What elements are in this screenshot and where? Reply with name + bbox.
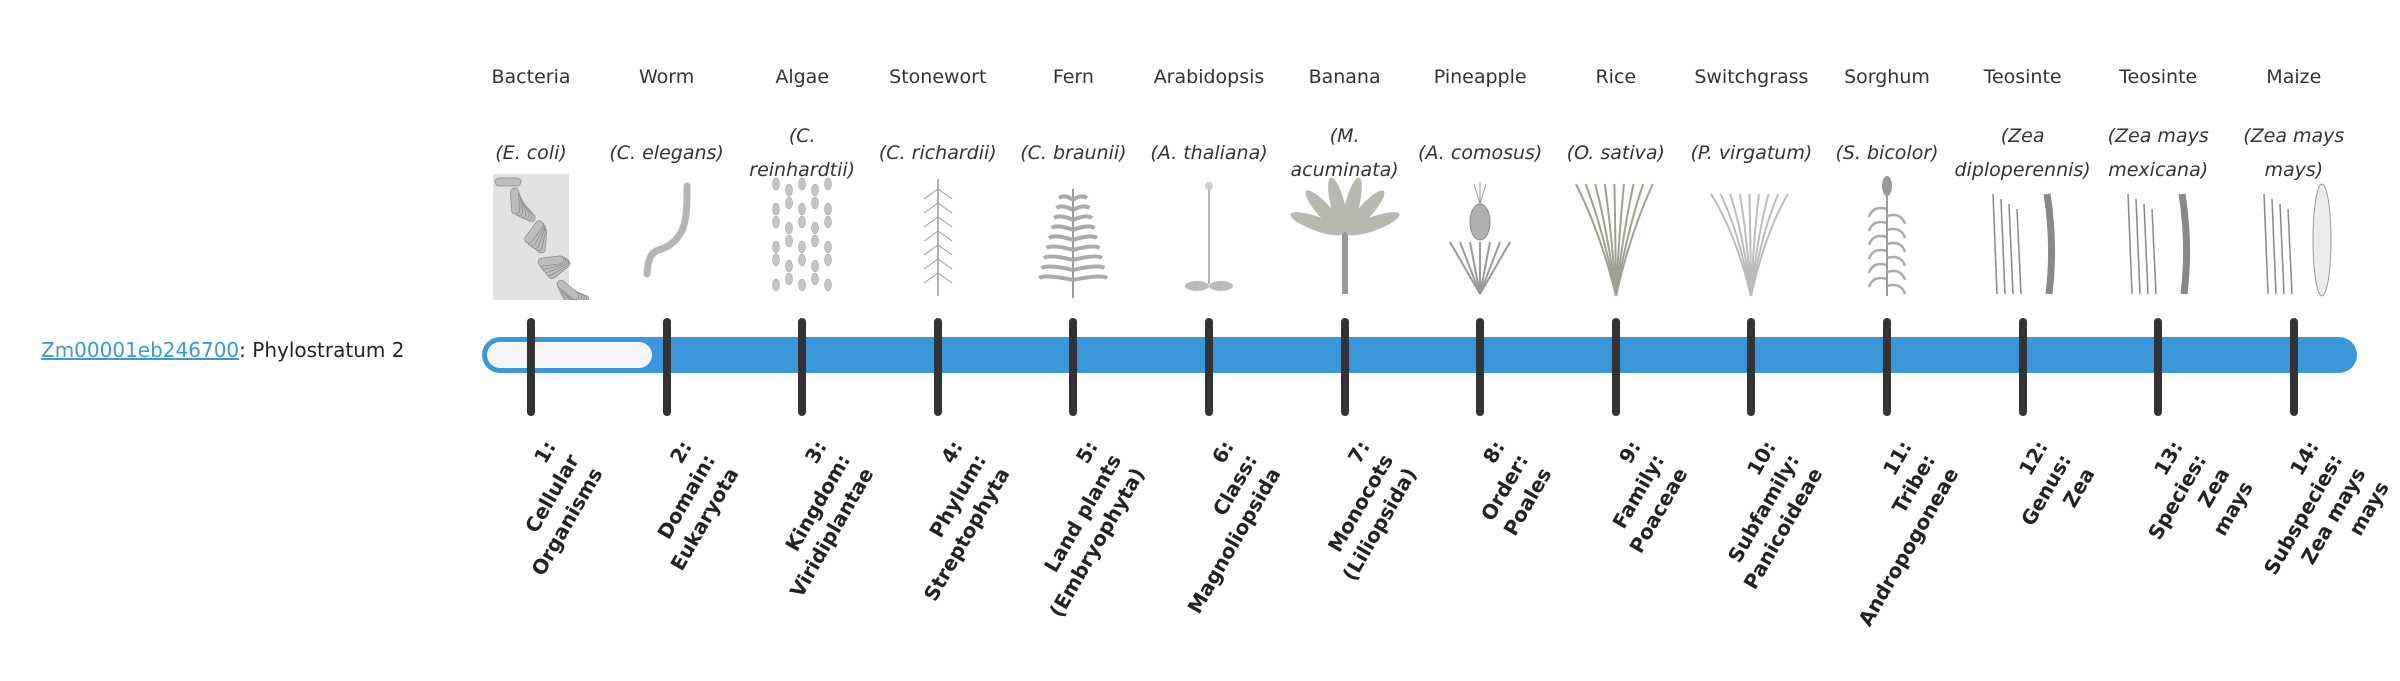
phylostratum-bar: [482, 337, 2357, 373]
switchgrass-illustration-icon: [1683, 174, 1819, 300]
organism-scientific-name: (C. reinhardtii): [749, 125, 856, 181]
organism-common-name: Banana: [1308, 66, 1381, 88]
rice-illustration-icon: [1548, 174, 1684, 300]
phylostratum-tick[interactable]: [1205, 318, 1213, 416]
fern-illustration-icon: [1005, 174, 1141, 300]
organism-common-name: Worm: [638, 66, 695, 88]
organism-common-name: Teosinte: [1983, 66, 2062, 88]
phylostratum-fill: [487, 342, 652, 368]
pineapple-illustration-icon: [1412, 174, 1548, 300]
organism-common-name: Maize: [2266, 66, 2322, 88]
gene-label: Zm00001eb246700: Phylostratum 2: [41, 338, 404, 362]
organism-scientific-name: (Zea diploperennis): [1954, 125, 2091, 181]
organism-common-name: Bacteria: [491, 66, 571, 88]
phylostratum-label: Phylostratum 2: [252, 338, 405, 362]
organism-common-name: Teosinte: [2119, 66, 2198, 88]
organism-common-name: Stonewort: [889, 66, 987, 88]
organism-scientific-name: (E. coli): [495, 142, 567, 164]
phylostratum-tick[interactable]: [1747, 318, 1756, 416]
organism-scientific-name: (Zea mays mays): [2243, 125, 2345, 181]
phylostratum-tick[interactable]: [1340, 318, 1349, 416]
phylostratum-tick[interactable]: [1069, 318, 1078, 416]
organism-common-name: Sorghum: [1844, 66, 1930, 88]
organism-common-name: Pineapple: [1433, 66, 1527, 88]
organism-common-name: Switchgrass: [1694, 66, 1809, 88]
gene-link[interactable]: Zm00001eb246700: [41, 338, 240, 362]
arabidopsis-illustration-icon: [1141, 174, 1277, 300]
phylostratum-tick[interactable]: [933, 318, 942, 416]
phylostratum-tick[interactable]: [798, 318, 807, 416]
organism-scientific-name: (C. richardii): [878, 142, 997, 164]
phylostratum-tick[interactable]: [527, 318, 535, 416]
phylostratum-tick[interactable]: [2289, 318, 2298, 416]
banana-illustration-icon: [1277, 174, 1413, 300]
teosinte-illustration-icon: [2090, 174, 2226, 300]
phylostratum-tick[interactable]: [1476, 318, 1485, 416]
separator: :: [239, 338, 253, 362]
organism-common-name: Fern: [1052, 66, 1094, 88]
organism-scientific-name: (S. bicolor): [1835, 142, 1939, 164]
maize-illustration-icon: [2226, 174, 2362, 300]
organism-scientific-name: (C. braunii): [1020, 142, 1127, 164]
organism-common-name: Algae: [775, 66, 830, 88]
phylostratum-tick[interactable]: [662, 318, 671, 416]
organism-scientific-name: (Zea mays mexicana): [2107, 125, 2209, 181]
organism-common-name: Rice: [1595, 66, 1637, 88]
phylostratum-tick[interactable]: [2018, 318, 2027, 416]
teosinte-illustration-icon: [1955, 174, 2091, 300]
phylostratum-tick[interactable]: [1883, 318, 1891, 416]
organism-scientific-name: (A. comosus): [1418, 142, 1543, 164]
organism-scientific-name: (P. virgatum): [1690, 142, 1813, 164]
worm-illustration-icon: [599, 174, 735, 300]
bacteria-illustration-icon: [463, 174, 599, 304]
sorghum-illustration-icon: [1819, 174, 1955, 300]
organism-scientific-name: (O. sativa): [1566, 142, 1665, 164]
algae-illustration-icon: [734, 174, 870, 300]
phylostratum-tick[interactable]: [1611, 318, 1620, 416]
organism-scientific-name: (M. acuminata): [1290, 125, 1399, 181]
stonewort-illustration-icon: [870, 174, 1006, 300]
phylostratum-tick[interactable]: [2154, 318, 2163, 416]
organism-scientific-name: (C. elegans): [609, 142, 724, 164]
organism-scientific-name: (A. thaliana): [1150, 142, 1268, 164]
organism-common-name: Arabidopsis: [1153, 66, 1265, 88]
